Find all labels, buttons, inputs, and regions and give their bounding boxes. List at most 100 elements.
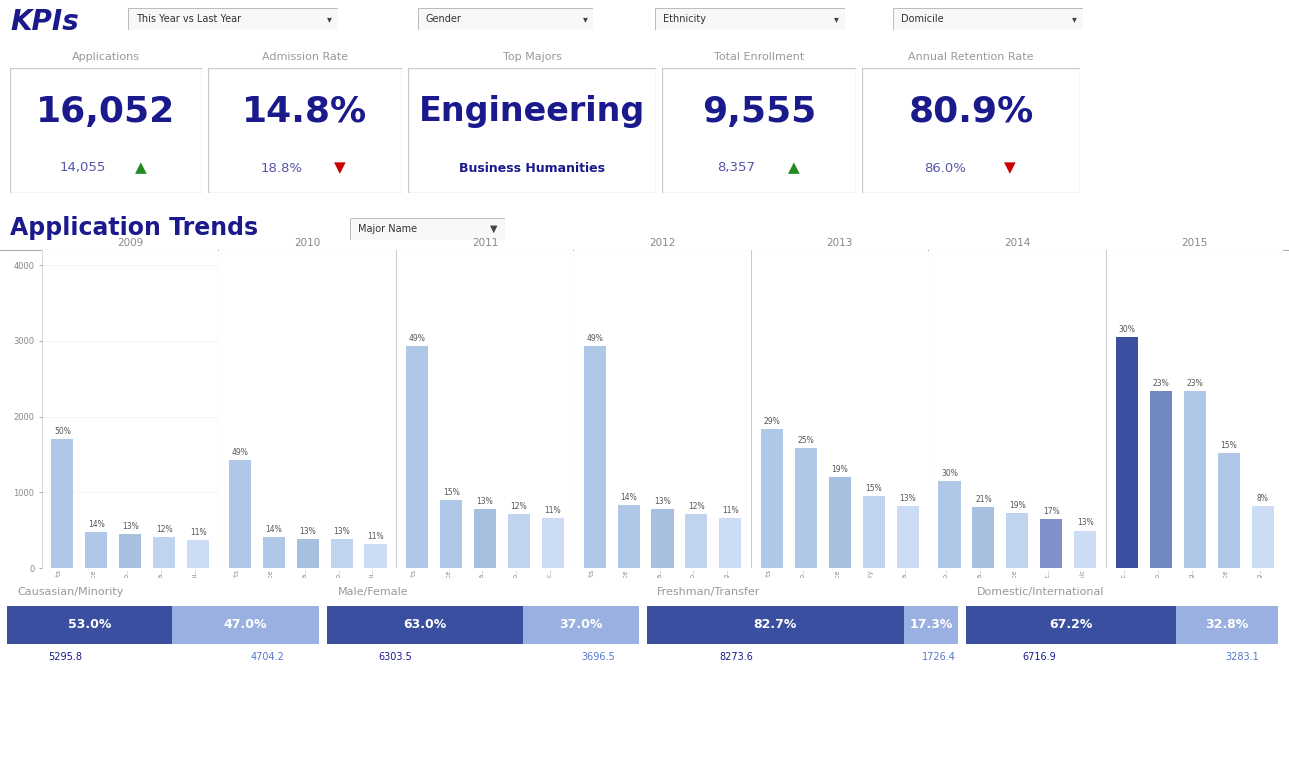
Text: 82.7%: 82.7% <box>754 618 797 631</box>
Text: 14%: 14% <box>620 493 637 502</box>
Bar <box>6 606 173 644</box>
Text: 13%: 13% <box>654 497 670 507</box>
FancyBboxPatch shape <box>893 8 1083 30</box>
FancyBboxPatch shape <box>663 68 856 193</box>
FancyBboxPatch shape <box>418 8 593 30</box>
Text: 19%: 19% <box>1009 501 1026 510</box>
FancyBboxPatch shape <box>0 248 1289 582</box>
Text: ▼: ▼ <box>334 160 345 176</box>
Bar <box>584 346 606 568</box>
Bar <box>897 506 919 568</box>
Bar <box>153 537 175 568</box>
Bar <box>972 507 994 568</box>
Bar <box>719 518 741 568</box>
Bar <box>829 476 851 568</box>
Bar <box>795 448 817 568</box>
Text: Annual Retention Rate: Annual Retention Rate <box>909 52 1034 62</box>
Bar <box>967 606 1176 644</box>
Text: 29%: 29% <box>763 416 780 426</box>
Text: Domicile: Domicile <box>901 14 944 24</box>
Text: 37.0%: 37.0% <box>559 618 602 631</box>
Text: 23%: 23% <box>1186 379 1203 388</box>
Text: Freshman/Transfer: Freshman/Transfer <box>657 587 761 597</box>
Text: Ethnicity: Ethnicity <box>663 14 705 24</box>
Text: 11%: 11% <box>367 532 384 540</box>
Text: 14%: 14% <box>88 520 104 529</box>
Text: 13%: 13% <box>1076 518 1093 527</box>
Bar <box>440 500 463 568</box>
Bar <box>508 513 530 568</box>
Text: 11%: 11% <box>189 527 206 537</box>
Bar <box>263 537 285 568</box>
Text: ▾: ▾ <box>1072 14 1078 24</box>
Bar <box>1074 530 1096 568</box>
Text: 86.0%: 86.0% <box>924 161 965 174</box>
Bar <box>326 606 523 644</box>
Text: 16,052: 16,052 <box>36 95 175 129</box>
Text: 12%: 12% <box>156 525 173 534</box>
FancyBboxPatch shape <box>208 68 402 193</box>
Text: This Year vs Last Year: This Year vs Last Year <box>137 14 241 24</box>
Text: 30%: 30% <box>1119 325 1136 334</box>
Title: 2014: 2014 <box>1004 237 1030 247</box>
Text: 49%: 49% <box>586 334 603 343</box>
Text: ▾: ▾ <box>834 14 839 24</box>
Text: 67.2%: 67.2% <box>1049 618 1093 631</box>
Text: 15%: 15% <box>865 484 882 493</box>
Text: 13%: 13% <box>900 493 916 503</box>
Text: 8,357: 8,357 <box>717 161 755 174</box>
Text: 49%: 49% <box>409 334 425 343</box>
FancyBboxPatch shape <box>10 68 202 193</box>
Text: 19%: 19% <box>831 465 848 473</box>
Text: 9,555: 9,555 <box>703 95 816 129</box>
Title: 2012: 2012 <box>650 237 675 247</box>
Text: 14%: 14% <box>266 525 282 534</box>
FancyBboxPatch shape <box>409 68 656 193</box>
Text: KPIs: KPIs <box>10 8 79 36</box>
FancyBboxPatch shape <box>655 8 846 30</box>
Bar <box>1183 391 1205 568</box>
Bar <box>686 513 708 568</box>
Text: 11%: 11% <box>545 507 561 515</box>
Text: 8%: 8% <box>1257 494 1268 503</box>
Text: 6716.9: 6716.9 <box>1022 652 1057 662</box>
Title: 2015: 2015 <box>1182 237 1208 247</box>
Text: 6303.5: 6303.5 <box>379 652 412 662</box>
Title: 2009: 2009 <box>117 237 143 247</box>
Bar <box>330 539 353 568</box>
Text: 21%: 21% <box>974 496 991 504</box>
Text: 4704.2: 4704.2 <box>250 652 285 662</box>
Bar <box>406 346 428 568</box>
Text: 5295.8: 5295.8 <box>48 652 81 662</box>
Text: 49%: 49% <box>231 448 249 456</box>
Bar <box>617 505 639 568</box>
Bar <box>1007 513 1029 568</box>
Bar <box>228 460 251 568</box>
FancyBboxPatch shape <box>0 207 1289 257</box>
Text: 11%: 11% <box>722 507 739 515</box>
Title: 2013: 2013 <box>826 237 853 247</box>
Text: Engineering: Engineering <box>419 96 644 128</box>
Text: Applications: Applications <box>72 52 141 62</box>
Text: 25%: 25% <box>798 436 815 445</box>
Bar <box>523 606 638 644</box>
Text: 13%: 13% <box>122 522 139 531</box>
FancyBboxPatch shape <box>862 68 1080 193</box>
Text: ▲: ▲ <box>134 160 147 176</box>
Text: ▼: ▼ <box>490 224 498 234</box>
Bar <box>761 429 784 568</box>
Bar <box>938 481 960 568</box>
Bar <box>1252 507 1274 568</box>
Bar <box>173 606 318 644</box>
Text: 3696.5: 3696.5 <box>581 652 615 662</box>
Text: 50%: 50% <box>54 427 71 436</box>
Text: Total Enrollment: Total Enrollment <box>714 52 804 62</box>
Bar <box>905 606 958 644</box>
Text: 13%: 13% <box>477 497 494 507</box>
Text: 15%: 15% <box>1221 440 1237 449</box>
Text: Male/Female: Male/Female <box>338 587 409 597</box>
Title: 2010: 2010 <box>294 237 321 247</box>
Text: 53.0%: 53.0% <box>68 618 111 631</box>
FancyBboxPatch shape <box>351 218 505 240</box>
Text: 32.8%: 32.8% <box>1205 618 1249 631</box>
